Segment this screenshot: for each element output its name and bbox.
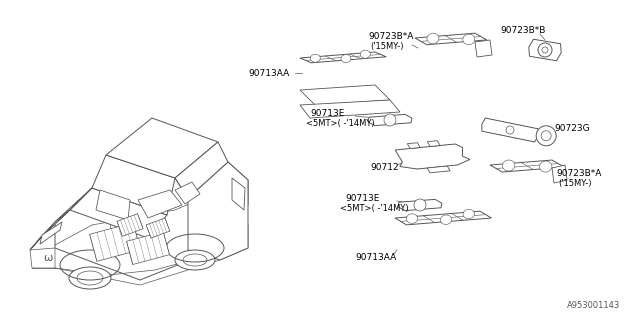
Polygon shape (188, 162, 248, 260)
Polygon shape (428, 141, 440, 147)
Polygon shape (40, 222, 62, 244)
Polygon shape (396, 144, 470, 169)
Polygon shape (96, 190, 130, 220)
Circle shape (384, 114, 396, 126)
Polygon shape (70, 188, 167, 238)
Text: 90723B*A: 90723B*A (556, 169, 602, 178)
Ellipse shape (77, 271, 103, 285)
Polygon shape (106, 118, 218, 178)
Polygon shape (395, 211, 492, 225)
Polygon shape (490, 160, 564, 172)
Ellipse shape (463, 34, 475, 45)
Polygon shape (529, 39, 561, 61)
Polygon shape (55, 162, 248, 280)
Text: <5MT>( -'14MY): <5MT>( -'14MY) (340, 204, 408, 212)
Polygon shape (415, 33, 487, 45)
Circle shape (506, 126, 514, 134)
Polygon shape (475, 40, 492, 57)
Polygon shape (407, 143, 420, 148)
Ellipse shape (540, 161, 552, 172)
Polygon shape (300, 85, 390, 105)
Ellipse shape (183, 254, 207, 266)
Polygon shape (30, 248, 55, 268)
Circle shape (541, 131, 551, 141)
Polygon shape (300, 100, 400, 118)
Text: 90723B*B: 90723B*B (500, 26, 545, 35)
Text: 90713AA: 90713AA (248, 68, 289, 77)
Ellipse shape (341, 55, 351, 63)
Text: 90713E: 90713E (310, 108, 344, 117)
Text: 90713E: 90713E (345, 194, 380, 203)
Text: A953001143: A953001143 (567, 301, 620, 310)
Circle shape (536, 126, 556, 146)
Ellipse shape (310, 54, 320, 62)
Text: 90723G: 90723G (554, 124, 589, 132)
Polygon shape (146, 218, 170, 238)
Polygon shape (92, 155, 175, 215)
Polygon shape (127, 231, 170, 265)
Polygon shape (482, 118, 538, 142)
Ellipse shape (502, 160, 515, 171)
Ellipse shape (440, 215, 452, 225)
Ellipse shape (427, 33, 439, 44)
Ellipse shape (360, 50, 371, 58)
Polygon shape (398, 199, 442, 211)
Polygon shape (368, 114, 412, 126)
Polygon shape (300, 52, 386, 63)
Polygon shape (30, 210, 70, 250)
Polygon shape (90, 223, 140, 261)
Polygon shape (232, 178, 245, 210)
Polygon shape (175, 182, 200, 204)
Ellipse shape (406, 214, 418, 223)
Text: ω: ω (44, 253, 52, 263)
Polygon shape (117, 214, 143, 236)
Polygon shape (138, 190, 182, 218)
Text: 90723B*A: 90723B*A (368, 31, 413, 41)
Ellipse shape (463, 209, 474, 219)
Text: 90712: 90712 (370, 163, 399, 172)
Text: 90713AA: 90713AA (355, 253, 396, 262)
Polygon shape (175, 142, 228, 198)
Text: ('15MY-): ('15MY-) (558, 179, 591, 188)
Circle shape (414, 199, 426, 211)
Polygon shape (428, 166, 450, 173)
Circle shape (538, 43, 552, 57)
Circle shape (542, 47, 548, 53)
Text: ('15MY-): ('15MY-) (370, 42, 403, 51)
Polygon shape (40, 188, 92, 238)
Ellipse shape (175, 250, 215, 270)
Polygon shape (552, 165, 567, 183)
Ellipse shape (69, 267, 111, 289)
Text: <5MT>( -'14MY): <5MT>( -'14MY) (306, 118, 374, 127)
